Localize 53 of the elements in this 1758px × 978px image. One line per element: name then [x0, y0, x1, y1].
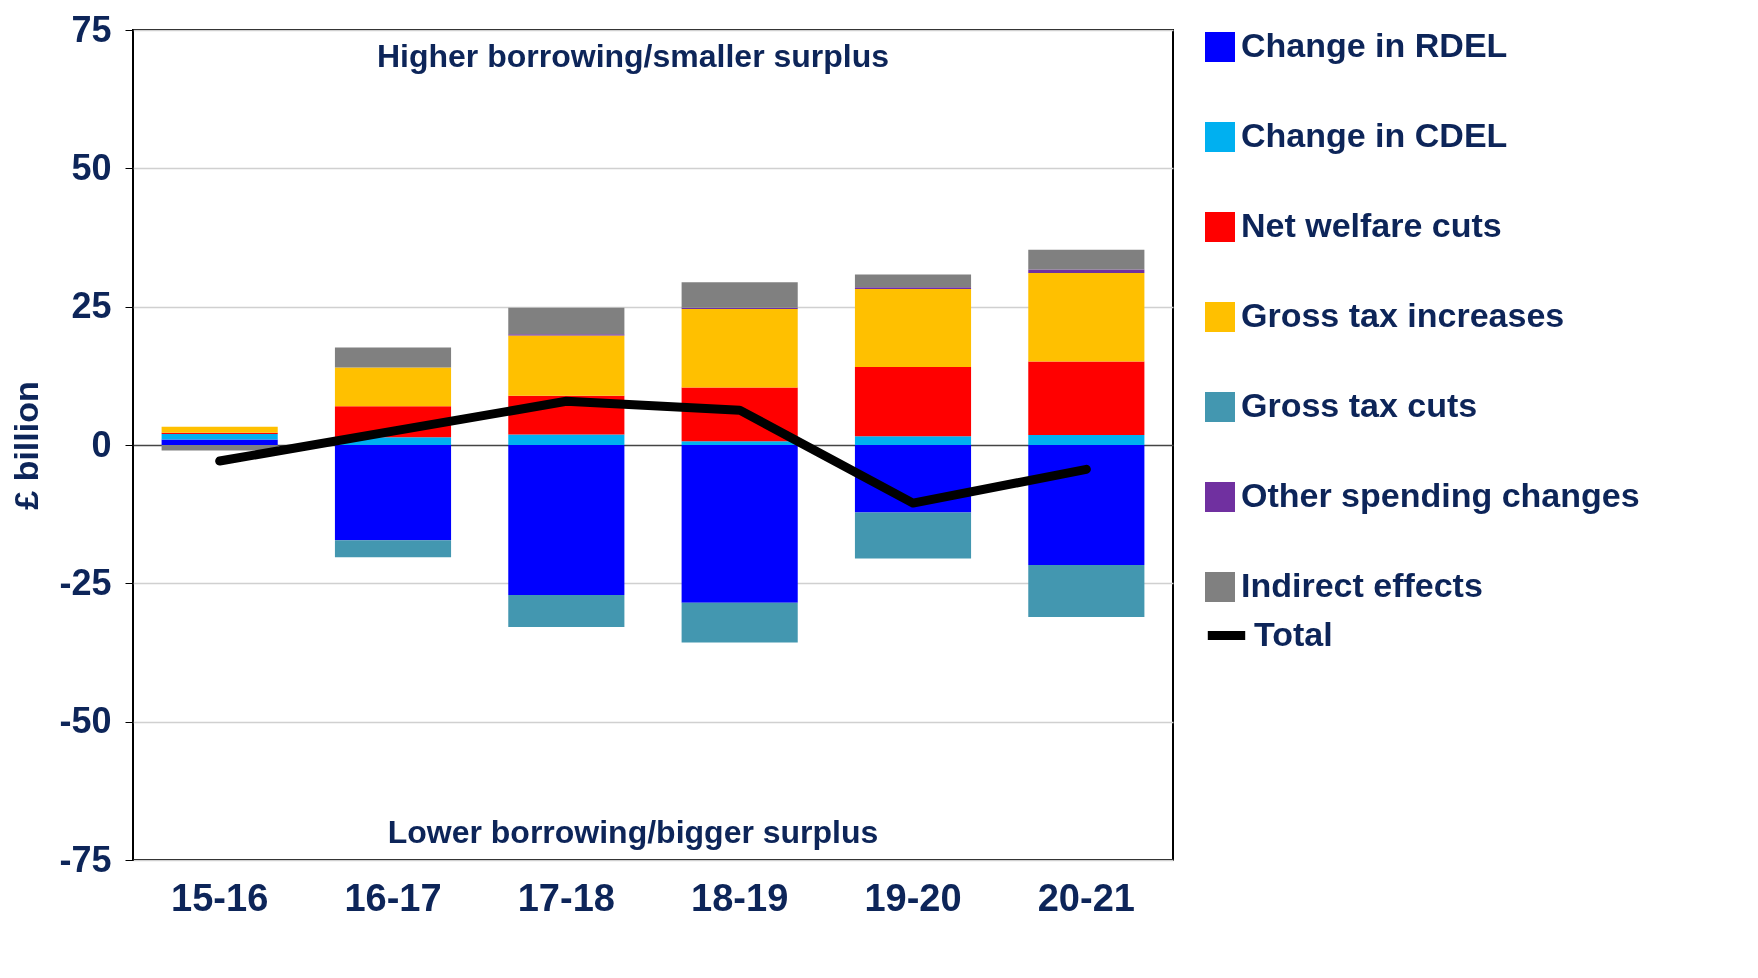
- x-tick-label: 19-20: [864, 876, 962, 919]
- bar: [681, 602, 798, 643]
- bar: [854, 274, 972, 288]
- bar: [854, 512, 972, 559]
- bar: [334, 445, 452, 541]
- x-tick-label: 17-18: [517, 876, 615, 919]
- bar: [161, 445, 278, 451]
- legend-label: Gross tax cuts: [1241, 386, 1478, 424]
- annotation: Higher borrowing/smaller surplus: [376, 38, 890, 74]
- bar: [161, 433, 278, 440]
- bar: [854, 288, 972, 367]
- y-tick-label: 50: [71, 146, 112, 188]
- bar: [681, 282, 798, 308]
- x-tick-label: 20-21: [1037, 876, 1135, 919]
- annotation: Lower borrowing/bigger surplus: [387, 814, 879, 850]
- bar: [681, 445, 798, 603]
- x-tick-label: 18-19: [691, 876, 789, 919]
- bar: [854, 436, 972, 445]
- bar: [1028, 361, 1145, 436]
- bar: [1028, 445, 1145, 566]
- y-tick-label: -75: [59, 838, 112, 880]
- y-tick-label: 0: [91, 423, 112, 465]
- bar: [161, 426, 278, 433]
- bar: [854, 366, 972, 437]
- legend-label: Change in RDEL: [1241, 26, 1508, 64]
- bar: [334, 367, 452, 407]
- bar: [1028, 435, 1145, 445]
- legend-label: Indirect effects: [1241, 566, 1483, 604]
- bar: [1028, 272, 1145, 362]
- y-axis-title: £ billion: [7, 381, 46, 510]
- bar: [681, 308, 798, 388]
- bar: [1028, 565, 1145, 618]
- bar: [508, 434, 625, 445]
- bar: [508, 594, 625, 628]
- y-tick-label: -25: [59, 561, 112, 603]
- legend-label: Total: [1254, 614, 1333, 653]
- bar: [334, 540, 452, 558]
- legend-label: Other spending changes: [1241, 476, 1640, 514]
- x-tick-label: 16-17: [344, 876, 442, 919]
- x-tick-label: 15-16: [171, 876, 269, 919]
- legend-label: Net welfare cuts: [1241, 206, 1502, 244]
- y-tick-label: -50: [59, 700, 112, 742]
- bar: [161, 439, 278, 445]
- bar: [508, 307, 625, 335]
- bar: [508, 335, 625, 396]
- bar: [508, 445, 625, 595]
- legend-label: Change in CDEL: [1241, 116, 1508, 154]
- bar: [1028, 269, 1145, 273]
- y-tick-label: 25: [71, 285, 112, 327]
- y-tick-label: 75: [71, 8, 112, 50]
- bar: [334, 347, 452, 368]
- bar: [1028, 249, 1145, 270]
- legend-label: Gross tax increases: [1241, 296, 1565, 334]
